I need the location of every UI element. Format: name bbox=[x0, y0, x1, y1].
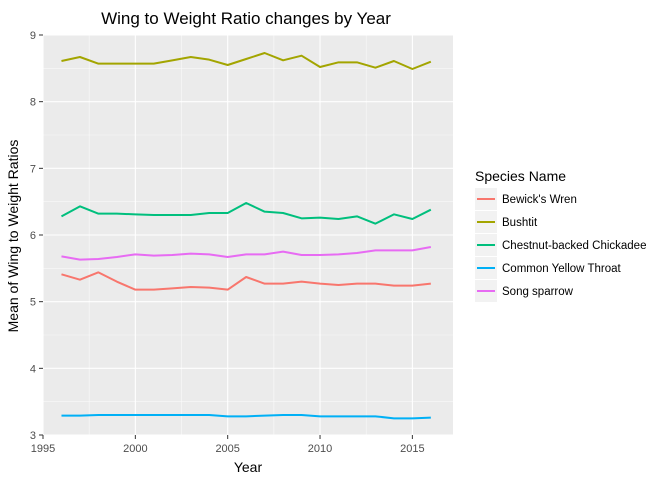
legend-label: Common Yellow Throat bbox=[502, 263, 621, 275]
series-line bbox=[60, 202, 432, 225]
x-axis-title: Year bbox=[234, 459, 263, 475]
legend-title: Species Name bbox=[475, 168, 566, 184]
x-tick-label: 2010 bbox=[308, 443, 332, 455]
y-tick-label: 9 bbox=[30, 30, 36, 42]
y-tick-label: 3 bbox=[30, 430, 36, 442]
x-axis-tick-labels: 1995 2000 2005 2010 2015 bbox=[31, 443, 425, 455]
y-axis-tick-labels: 3 4 5 6 7 8 9 bbox=[30, 30, 36, 442]
series-lines bbox=[60, 52, 432, 420]
y-tick-label: 5 bbox=[30, 297, 36, 309]
legend-label: Bewick's Wren bbox=[502, 194, 577, 206]
y-tick-label: 7 bbox=[30, 163, 36, 175]
legend-items: Bewick's Wren Bushtit Chestnut-backed Chic… bbox=[475, 188, 646, 302]
x-tick-label: 1995 bbox=[31, 443, 55, 455]
legend: Species Name Bewick's Wren Bushtit Chestnu… bbox=[475, 168, 646, 302]
x-tick-label: 2005 bbox=[215, 443, 239, 455]
legend-label: Song sparrow bbox=[502, 286, 574, 298]
legend-label: Bushtit bbox=[502, 217, 538, 229]
series-line bbox=[61, 52, 432, 70]
series-line bbox=[61, 414, 431, 420]
series-line bbox=[61, 271, 431, 291]
y-tick-label: 6 bbox=[30, 230, 36, 242]
y-axis-title: Mean of Wing to Weight Ratios bbox=[5, 140, 21, 333]
x-tick-label: 2000 bbox=[123, 443, 147, 455]
y-tick-label: 8 bbox=[30, 97, 36, 109]
chart-title: Wing to Weight Ratio changes by Year bbox=[101, 9, 391, 28]
legend-label: Chestnut-backed Chickadee bbox=[502, 240, 646, 252]
axis-ticks bbox=[39, 34, 413, 439]
x-tick-label: 2015 bbox=[400, 443, 424, 455]
y-tick-label: 4 bbox=[30, 363, 36, 375]
series-line bbox=[61, 246, 432, 261]
